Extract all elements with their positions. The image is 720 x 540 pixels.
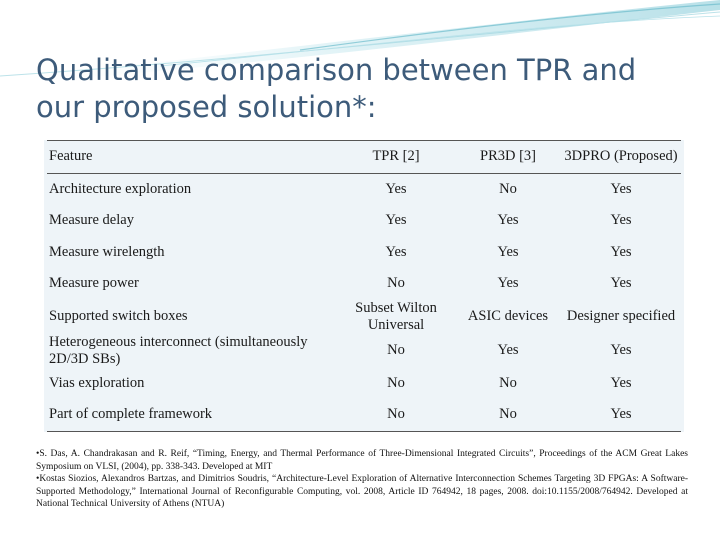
pr3d-cell: Yes (497, 275, 519, 292)
table-row: Heterogeneous interconnect (simultaneous… (47, 334, 681, 368)
pr3d-cell: Yes (497, 212, 519, 229)
column-header-3dpro: 3DPRO (Proposed) (561, 140, 681, 174)
tpr-cell: No (387, 374, 405, 391)
column-header-feature: Feature (47, 140, 337, 174)
comparison-table: Feature TPR [2] PR3D [3] 3DPRO (Proposed… (47, 140, 681, 432)
tpr-cell: No (337, 399, 455, 432)
tpr-cell: No (387, 342, 405, 358)
feature-cell: Heterogeneous interconnect (simultaneous… (49, 333, 308, 367)
table-row: Vias exploration No No Yes (47, 368, 681, 400)
feature-cell: Vias exploration (49, 374, 145, 391)
table-row: Supported switch boxes Subset Wilton Uni… (47, 300, 681, 334)
feature-cell: Measure delay (49, 212, 134, 229)
feature-cell: Measure wirelength (49, 243, 165, 260)
table-row: Architecture exploration Yes No Yes (47, 173, 681, 205)
pr3d-cell: No (455, 399, 561, 432)
3dpro-cell: Yes (610, 275, 632, 292)
3dpro-cell: Yes (610, 374, 632, 391)
slide-title: Qualitative comparison between TPR and o… (36, 53, 637, 124)
table-row: Measure delay Yes Yes Yes (47, 205, 681, 237)
decorative-wave-banner (0, 0, 720, 80)
footnotes: •S. Das, A. Chandrakasan and R. Reif, “T… (36, 448, 688, 511)
pr3d-cell: No (499, 374, 517, 391)
comparison-table-panel: Feature TPR [2] PR3D [3] 3DPRO (Proposed… (44, 140, 684, 432)
feature-cell: Supported switch boxes (49, 308, 188, 324)
feature-cell: Part of complete framework (47, 399, 337, 432)
column-header-tpr: TPR [2] (337, 140, 455, 174)
feature-cell: Architecture exploration (49, 180, 192, 197)
3dpro-cell: Yes (610, 180, 632, 197)
3dpro-cell: Yes (610, 212, 632, 229)
footnote-siozios: •Kostas Siozios, Alexandros Bartzas, and… (36, 474, 688, 509)
feature-cell: Measure power (49, 275, 139, 292)
tpr-cell: Yes (385, 243, 407, 260)
pr3d-cell: Yes (497, 342, 519, 358)
table-row: Measure wirelength Yes Yes Yes (47, 237, 681, 269)
pr3d-cell: No (499, 180, 517, 197)
tpr-cell: Yes (385, 212, 407, 229)
tpr-cell: Subset Wilton Universal (355, 299, 437, 333)
3dpro-cell: Yes (561, 399, 681, 432)
3dpro-cell: Designer specified (566, 308, 676, 324)
tpr-cell: No (387, 275, 405, 292)
table-row: Part of complete framework No No Yes (47, 399, 681, 432)
pr3d-cell: ASIC devices (467, 308, 549, 324)
pr3d-cell: Yes (497, 243, 519, 260)
tpr-cell: Yes (385, 180, 407, 197)
footnote-das: •S. Das, A. Chandrakasan and R. Reif, “T… (36, 449, 688, 472)
table-row: Measure power No Yes Yes (47, 268, 681, 300)
table-header-row: Feature TPR [2] PR3D [3] 3DPRO (Proposed… (47, 140, 681, 174)
column-header-pr3d: PR3D [3] (455, 140, 561, 174)
3dpro-cell: Yes (610, 342, 632, 358)
3dpro-cell: Yes (610, 243, 632, 260)
